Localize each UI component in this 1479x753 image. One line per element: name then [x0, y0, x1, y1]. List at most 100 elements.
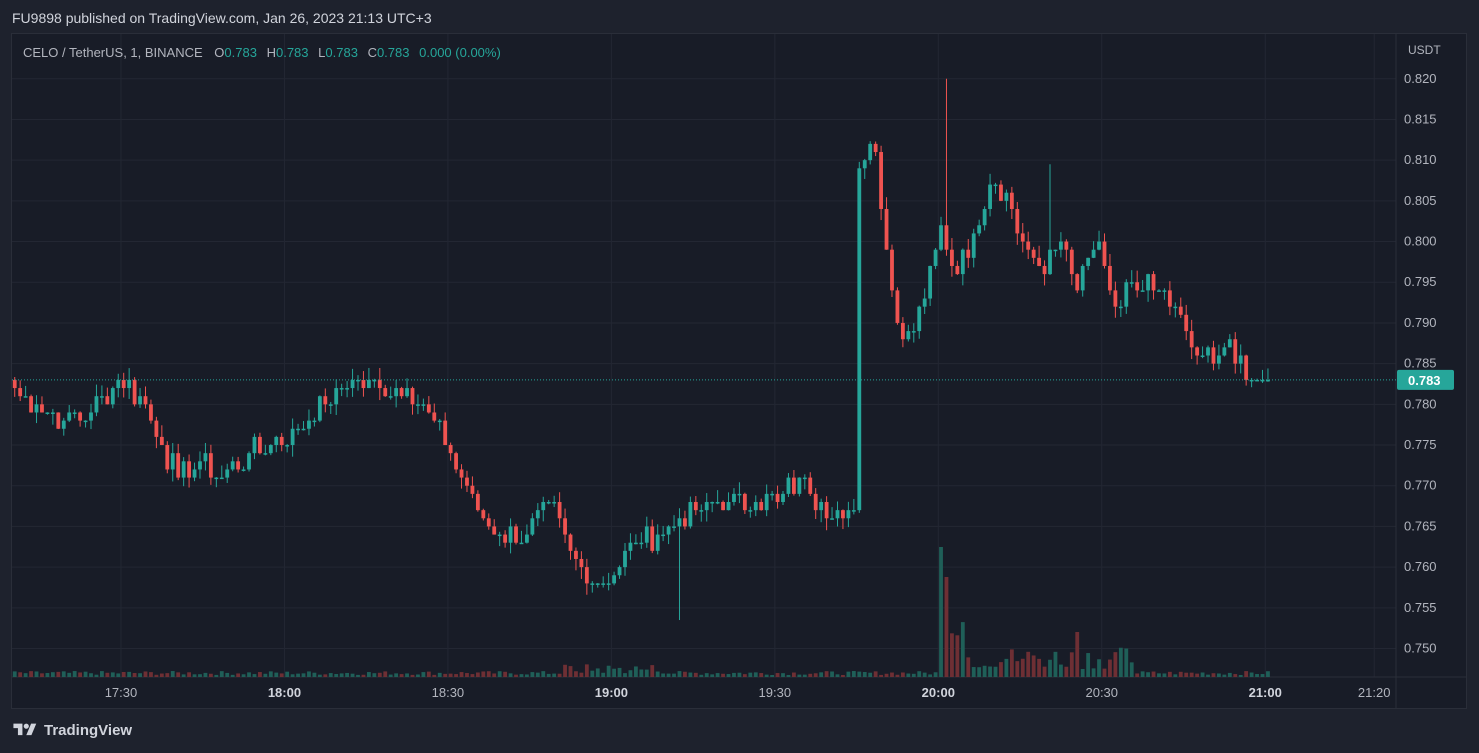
candle-body — [525, 534, 529, 543]
volume-bar — [192, 674, 197, 677]
volume-bar — [1222, 674, 1227, 677]
candle-body — [960, 249, 965, 275]
volume-bar — [268, 671, 273, 677]
candle-body — [683, 518, 687, 527]
candle-body — [797, 477, 802, 494]
candle-body — [917, 306, 922, 332]
volume-bar — [835, 674, 840, 677]
candle-body — [465, 477, 469, 486]
candle-body — [617, 567, 622, 576]
candle-body — [846, 510, 851, 519]
volume-bar — [410, 674, 415, 677]
candle-body — [416, 404, 420, 406]
volume-bar — [1200, 672, 1205, 677]
candle-body — [873, 143, 878, 153]
volume-bar — [356, 674, 360, 677]
candle-body — [693, 502, 698, 511]
candle-body — [1080, 265, 1085, 291]
volume-bar — [203, 672, 208, 677]
candle-body — [1004, 192, 1009, 201]
candle-body — [61, 420, 66, 429]
candle-body — [1217, 355, 1221, 364]
candle-body — [290, 428, 295, 446]
volume-bar — [350, 673, 355, 677]
volume-bar — [672, 673, 676, 677]
candle-body — [813, 493, 818, 511]
volume-bar — [454, 674, 458, 677]
volume-bar — [241, 674, 246, 677]
volume-bar — [1162, 673, 1167, 677]
volume-bar — [993, 666, 998, 677]
candle-body — [263, 453, 268, 455]
candle-body — [655, 534, 660, 551]
candle-body — [1064, 241, 1069, 250]
volume-bar — [339, 673, 344, 677]
volume-bar — [1118, 647, 1123, 677]
volume-bar — [421, 672, 426, 677]
published-header: FU9898 published on TradingView.com, Jan… — [12, 10, 432, 26]
candle-body — [770, 493, 775, 496]
volume-bar — [225, 672, 230, 677]
candle-body — [410, 388, 415, 405]
volume-bar — [1195, 673, 1200, 677]
volume-bar — [1058, 664, 1063, 677]
candle-body — [497, 534, 502, 537]
volume-bar — [252, 674, 257, 677]
time-tick-label: 21:00 — [1249, 685, 1282, 700]
candle-body — [841, 510, 845, 519]
volume-bar — [1135, 673, 1140, 677]
footer-branding[interactable]: TradingView — [12, 721, 132, 739]
volume-bar — [732, 672, 736, 677]
volume-bar — [971, 667, 976, 677]
volume-bar — [950, 633, 954, 677]
volume-bar — [459, 672, 464, 677]
volume-bar — [1206, 674, 1210, 677]
candle-body — [579, 558, 584, 568]
candle-body — [1037, 257, 1042, 266]
candle-body — [699, 510, 704, 512]
price-tick-label: 0.790 — [1404, 315, 1437, 330]
price-tick-label: 0.755 — [1404, 600, 1437, 615]
volume-bar — [683, 671, 687, 677]
volume-bar — [492, 673, 497, 677]
candle-body — [1075, 274, 1080, 291]
candle-body — [1108, 265, 1112, 291]
candle-body — [159, 436, 164, 446]
candle-body — [475, 493, 480, 511]
candle-body — [127, 379, 132, 389]
candle-body — [1233, 339, 1238, 364]
candlestick-chart[interactable]: 0.820 0.815 0.810 0.805 0.800 0.795 0.790 0.785… — [12, 34, 1466, 708]
volume-bar — [1211, 673, 1216, 677]
candle-body — [89, 412, 93, 421]
time-tick-label: 19:00 — [595, 685, 628, 700]
candle-body — [56, 412, 61, 429]
candle-body — [1173, 306, 1178, 309]
legend-l-label: L — [318, 45, 326, 60]
volume-bar — [879, 674, 883, 677]
volume-bar — [1217, 673, 1221, 677]
volume-bar — [781, 673, 785, 677]
volume-bar — [982, 665, 987, 677]
volume-bar — [290, 674, 295, 677]
volume-bar — [497, 671, 502, 677]
legend-c-label: C — [367, 45, 377, 60]
volume-bar — [1053, 651, 1058, 677]
volume-bar — [40, 673, 44, 677]
candle-body — [939, 225, 943, 250]
volume-bar — [841, 674, 845, 677]
volume-bar — [1015, 661, 1020, 677]
legend-h-value: 0.783 — [275, 45, 309, 60]
volume-bar — [388, 674, 393, 677]
candle-body — [944, 225, 949, 250]
candle-body — [1260, 379, 1265, 382]
volume-bar — [67, 672, 72, 677]
volume-bar — [530, 672, 535, 677]
volume-bar — [94, 674, 99, 677]
symbol-name[interactable]: CELO / TetherUS, 1, BINANCE — [23, 45, 203, 60]
chart-pane[interactable]: 0.820 0.815 0.810 0.805 0.800 0.795 0.790 0.785… — [11, 33, 1467, 709]
candle-body — [486, 518, 491, 527]
candle-body — [377, 379, 382, 389]
candle-body — [1255, 379, 1259, 382]
candle-body — [568, 534, 573, 551]
volume-bar — [1129, 662, 1134, 677]
